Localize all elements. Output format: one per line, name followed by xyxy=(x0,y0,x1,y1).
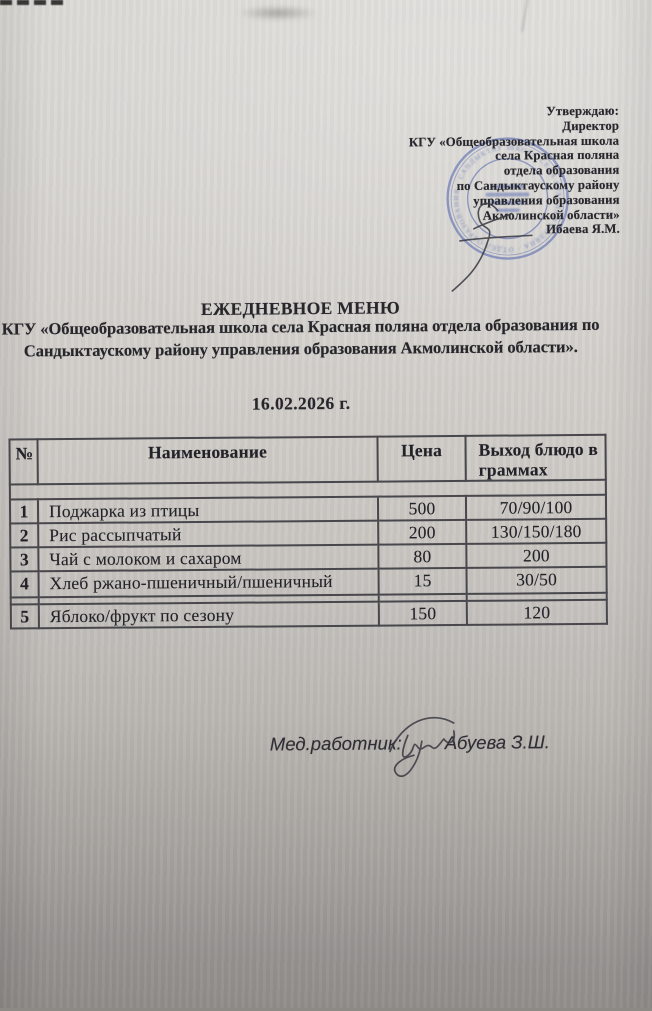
column-header-name: Наименование xyxy=(37,436,378,485)
row-number: 3 xyxy=(10,547,39,572)
dish-output: 200 xyxy=(466,542,607,568)
column-header-number: № xyxy=(9,439,38,485)
approval-line: села Красная поляна xyxy=(495,148,620,164)
dish-price: 15 xyxy=(378,567,467,595)
row-number: 2 xyxy=(10,523,39,548)
dish-name: Поджарка из птицы xyxy=(37,496,379,524)
menu-subtitle-line: Сандыктаускому району управления образов… xyxy=(23,336,578,360)
approval-line: Утверждаю: xyxy=(546,103,619,119)
approval-line: КГУ «Общеобразовательная школа xyxy=(408,133,620,149)
official-round-stamp-icon: ШКОЛА СЕЛА КРАСНАЯ ПОЛЯНА · ОТДЕЛ ОБРАЗО… xyxy=(443,134,569,260)
dish-output: 130/150/180 xyxy=(466,518,607,544)
dish-output: 70/90/100 xyxy=(465,494,607,520)
row-number: 5 xyxy=(10,604,39,629)
menu-subtitle: КГУ «Общеобразовательная школа села Крас… xyxy=(0,314,603,362)
dish-price: 80 xyxy=(378,543,467,569)
approval-line: отдела образования xyxy=(503,162,620,178)
row-number: 1 xyxy=(9,499,39,524)
dish-price: 200 xyxy=(378,519,467,545)
dish-price: 500 xyxy=(377,495,467,521)
scan-edge-artifact xyxy=(0,0,66,5)
menu-table: № Наименование Цена Выход блюдо в грамма… xyxy=(8,434,607,630)
dish-output: 120 xyxy=(466,599,607,625)
dish-name: Чай с молоком и сахаром xyxy=(38,544,379,572)
table-header-row: № Наименование Цена Выход блюдо в грамма… xyxy=(9,434,606,485)
row-number: 4 xyxy=(10,571,39,598)
underlined-output-value: 120 xyxy=(521,602,553,625)
dish-name: Рис рассыпчатый xyxy=(38,520,379,548)
director-signature xyxy=(451,202,533,292)
dish-output: 30/50 xyxy=(466,566,607,594)
dish-name: Яблоко/фрукт по сезону xyxy=(38,601,379,629)
smudge-mark xyxy=(220,2,336,24)
dish-name: Хлеб ржано-пшеничный/пшеничный xyxy=(38,568,379,598)
dish-price: 150 xyxy=(378,600,467,626)
column-header-output: Выход блюдо в граммах xyxy=(465,434,606,481)
table-row: 5 Яблоко/фрукт по сезону 150 120 xyxy=(10,599,607,629)
approval-line: Директор xyxy=(562,118,620,133)
approval-line: по Сандыктаускому району xyxy=(456,177,620,193)
column-header-price: Цена xyxy=(377,435,466,482)
med-worker-signature xyxy=(389,716,456,777)
menu-date: 16.02.2026 г. xyxy=(251,392,351,414)
